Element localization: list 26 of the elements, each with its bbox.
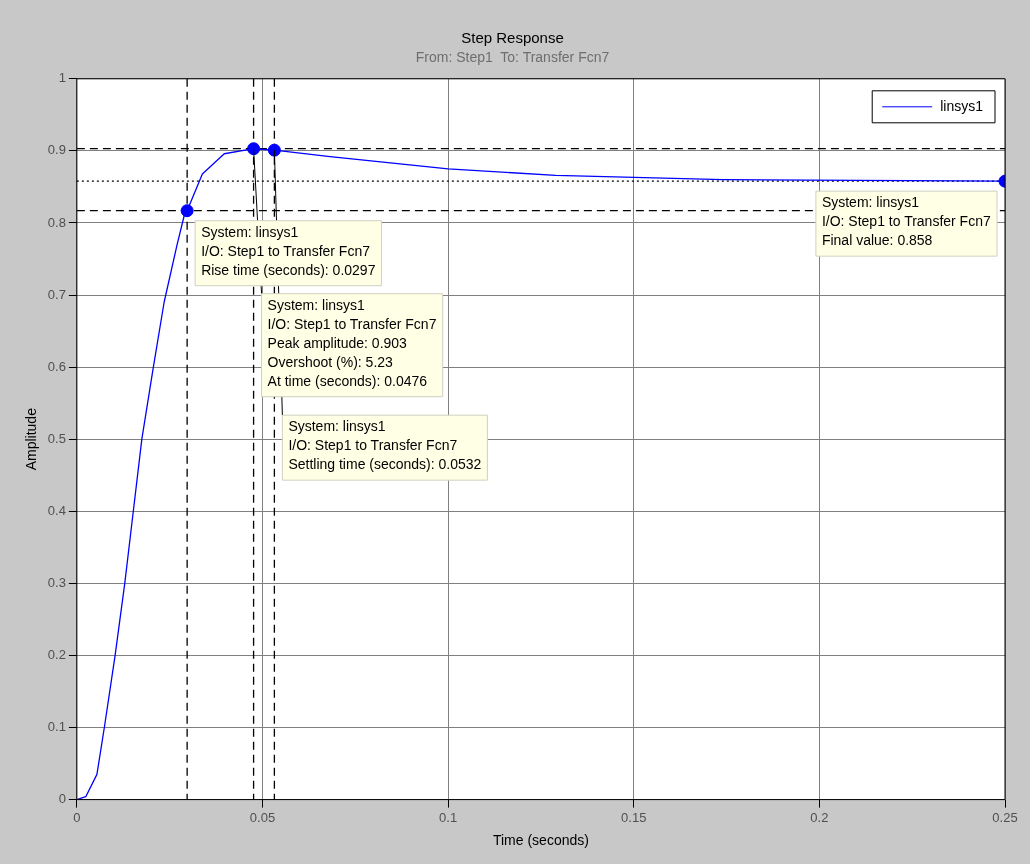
annotation: System: linsys1 I/O: Step1 to Transfer Fcn7 Peak amplitude: 0.903 Overshoot (%): 5.23 At time (seconds): 0.0476 <box>267 296 437 389</box>
y-tick-label: 0.2 <box>47 647 66 663</box>
annotation: System: linsys1 I/O: Step1 to Transfer Fcn7 Final value: 0.858 <box>821 194 991 249</box>
y-tick-label: 0.6 <box>47 358 66 374</box>
x-tick-label: 0.25 <box>992 809 1018 825</box>
chart-title: Step Response <box>461 29 564 47</box>
y-axis-title: Amplitude <box>23 407 40 471</box>
y-tick-label: 0.8 <box>47 214 66 230</box>
chart-subtitle: From: Step1 To: Transfer Fcn7 <box>415 49 610 66</box>
annotation: System: linsys1 I/O: Step1 to Transfer Fcn7 Rise time (seconds): 0.0297 <box>201 223 376 278</box>
x-tick-label: 0 <box>73 809 81 825</box>
y-tick-label: 0.5 <box>47 430 66 446</box>
y-tick-label: 0 <box>58 791 66 807</box>
x-tick-label: 0.2 <box>810 809 829 825</box>
y-tick-label: 0.7 <box>47 286 66 302</box>
annotation: System: linsys1 I/O: Step1 to Transfer Fcn7 Settling time (seconds): 0.0532 <box>288 418 482 473</box>
legend-label: linsys1 <box>940 97 984 114</box>
y-tick-label: 0.1 <box>47 719 66 735</box>
y-tick-label: 1 <box>58 70 66 86</box>
x-tick-label: 0.05 <box>249 809 276 825</box>
x-tick-label: 0.15 <box>621 809 647 825</box>
y-tick-label: 0.4 <box>47 502 66 518</box>
x-axis-title: Time (seconds) <box>492 832 589 849</box>
x-tick-label: 0.1 <box>439 809 458 825</box>
y-tick-label: 0.3 <box>47 574 66 590</box>
y-tick-label: 0.9 <box>47 142 66 158</box>
